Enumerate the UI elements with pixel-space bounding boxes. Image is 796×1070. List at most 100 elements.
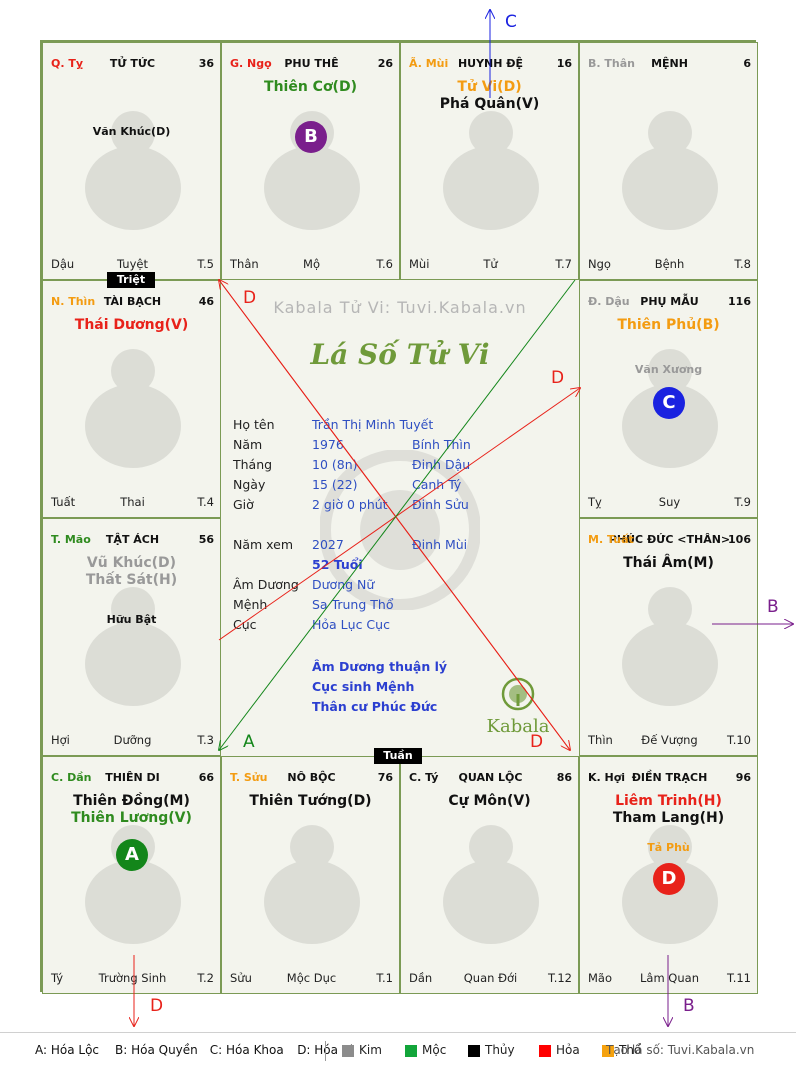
palace-branch: Ã. Mùi bbox=[409, 57, 449, 70]
palace-cell-than-monkey[interactable]: MỆNH B. Thân 6 Bệnh Ngọ T.8 bbox=[579, 42, 758, 280]
legend: A: Hóa Lộc B: Hóa Quyền C: Hóa Khoa D: Hóa … bbox=[0, 1032, 796, 1070]
transformation-badge-d: D bbox=[653, 863, 685, 895]
footer-phase: Bệnh bbox=[654, 257, 685, 271]
minor-star: Tả Phù bbox=[647, 841, 690, 854]
palace-cell-thin-dragon[interactable]: TÀI BẠCH N. Thìn 46 Thái Dương(V) Thai Tuất T.… bbox=[42, 280, 221, 518]
palace-footer: Bệnh Ngọ T.8 bbox=[588, 257, 751, 271]
info-value: 15 (22) bbox=[312, 477, 358, 492]
palace-footer: Thai Tuất T.4 bbox=[51, 495, 214, 509]
footer-term: T.5 bbox=[197, 257, 214, 271]
footer-term: T.10 bbox=[727, 733, 751, 747]
minor-star: Văn Xương bbox=[634, 363, 703, 376]
ty-snake-zodiac-icon bbox=[85, 111, 181, 230]
info-row: Năm 1976 Bính Thìn bbox=[221, 437, 579, 455]
legend-site[interactable]: Tạo lá số: Tuvi.Kabala.vn bbox=[606, 1043, 755, 1057]
palace-branch: T. Sửu bbox=[230, 771, 268, 784]
palace-cell-suu-ox[interactable]: NÔ BỘC T. Sửu 76 Thiên Tướng(D) Mộc Dục Sửu T.… bbox=[221, 756, 400, 994]
mao-cat-zodiac-icon bbox=[85, 587, 181, 706]
palace-cell-dan-tiger[interactable]: THIÊN DI C. Dần 66 Thiên Đồng(M) Thiên Lương… bbox=[42, 756, 221, 994]
palace-footer: Suy Tỵ T.9 bbox=[588, 495, 751, 509]
legend-element-thủy: Thủy bbox=[485, 1043, 515, 1057]
info-value: 2 giờ 0 phút bbox=[312, 497, 388, 512]
palace-header: PHÚC ĐỨC <THÂN> M. Tuất 106 bbox=[588, 533, 751, 549]
palace-branch: Đ. Dậu bbox=[588, 295, 630, 308]
palace-cell-ngo-horse[interactable]: PHU THÊ G. Ngọ 26 Thiên Cơ(D) Mộ Thân T.6 B bbox=[221, 42, 400, 280]
arrow-label-d-right: D bbox=[551, 368, 565, 388]
footer-term: T.11 bbox=[727, 971, 751, 985]
info-row: Họ tên Trần Thị Minh Tuyết bbox=[221, 417, 579, 435]
footer-term: T.8 bbox=[734, 257, 751, 271]
kabala-logo: Kabala bbox=[483, 676, 553, 737]
palace-cell-dau-rooster[interactable]: PHỤ MẪU Đ. Dậu 116 Thiên Phủ(B) Văn Xương Suy… bbox=[579, 280, 758, 518]
info-value: Dương Nữ bbox=[312, 577, 375, 592]
suu-ox-zodiac-icon bbox=[264, 825, 360, 944]
palace-footer: Dưỡng Hợi T.3 bbox=[51, 733, 214, 747]
palace-cell-mao-cat[interactable]: TẬT ÁCH T. Mão 56 Vũ Khúc(D) Thất Sát(H) Hữu … bbox=[42, 518, 221, 756]
minor-star: Hữu Bật bbox=[106, 613, 157, 626]
main-star: Thiên Tướng(D) bbox=[249, 793, 372, 809]
palace-branch: C. Dần bbox=[51, 771, 92, 784]
palace-cell-hoi-pig[interactable]: ĐIỀN TRẠCH K. Hợi 96 Liêm Trinh(H) Tham Lang… bbox=[579, 756, 758, 994]
chart-note: Âm Dương thuận lý bbox=[312, 659, 448, 674]
footer-branch: Sửu bbox=[230, 971, 252, 985]
palace-footer: Mộc Dục Sửu T.1 bbox=[230, 971, 393, 985]
palace-header: MỆNH B. Thân 6 bbox=[588, 57, 751, 73]
info-row: Tháng 10 (8n) Đinh Dậu bbox=[221, 457, 579, 475]
footer-branch: Hợi bbox=[51, 733, 70, 747]
info-label: Giờ bbox=[233, 497, 254, 512]
palace-number: 66 bbox=[198, 771, 214, 784]
palace-branch: M. Tuất bbox=[588, 533, 634, 546]
palace-branch: B. Thân bbox=[588, 57, 635, 70]
arrow-label-d-lower: D bbox=[530, 732, 544, 752]
palace-branch: N. Thìn bbox=[51, 295, 96, 308]
footer-phase: Tử bbox=[483, 257, 498, 271]
info-value-secondary: Đinh Sửu bbox=[412, 497, 469, 512]
palace-number: 56 bbox=[198, 533, 214, 546]
arrow-a-diagonal bbox=[219, 279, 576, 750]
palace-cell-ty-rat[interactable]: QUAN LỘC C. Tý 86 Cự Môn(V) Quan Đới Dần T.12 bbox=[400, 756, 579, 994]
minor-star: Văn Khúc(D) bbox=[92, 125, 171, 138]
palace-header: THIÊN DI C. Dần 66 bbox=[51, 771, 214, 787]
footer-branch: Ngọ bbox=[588, 257, 611, 271]
palace-name: QUAN LỘC bbox=[458, 771, 523, 784]
footer-term: T.6 bbox=[376, 257, 393, 271]
arrow-label-b-bottom: B bbox=[683, 996, 695, 1016]
palace-cell-tuat-dog[interactable]: PHÚC ĐỨC <THÂN> M. Tuất 106 Thái Âm(M) Đế Vư… bbox=[579, 518, 758, 756]
arrow-label-b-right: B bbox=[767, 597, 779, 617]
logo-text: Kabala bbox=[486, 716, 550, 737]
footer-term: T.9 bbox=[734, 495, 751, 509]
info-label: Âm Dương bbox=[233, 577, 299, 592]
footer-term: T.1 bbox=[376, 971, 393, 985]
info-value-secondary: Bính Thìn bbox=[412, 437, 471, 452]
triet-tag: Triệt bbox=[107, 272, 155, 288]
footer-branch: Mùi bbox=[409, 257, 430, 271]
palace-number: 26 bbox=[377, 57, 393, 70]
palace-footer: Mộ Thân T.6 bbox=[230, 257, 393, 271]
palace-header: ĐIỀN TRẠCH K. Hợi 96 bbox=[588, 771, 751, 787]
palace-name: TÀI BẠCH bbox=[103, 295, 162, 308]
arrow-d-to-dau bbox=[218, 388, 580, 641]
legend-element-mộc: Mộc bbox=[422, 1043, 447, 1057]
palace-header: QUAN LỘC C. Tý 86 bbox=[409, 771, 572, 787]
ty-rat-zodiac-icon bbox=[443, 825, 539, 944]
footer-branch: Tý bbox=[51, 971, 64, 985]
footer-phase: Dưỡng bbox=[113, 733, 152, 747]
than-monkey-zodiac-icon bbox=[622, 111, 718, 230]
palace-cell-ty-snake[interactable]: TỬ TỨC Q. Tỵ 36 Văn Khúc(D) Tuyệt Dậu T.5 bbox=[42, 42, 221, 280]
transformation-badge-c: C bbox=[653, 387, 685, 419]
footer-branch: Tuất bbox=[51, 495, 76, 509]
info-label: Ngày bbox=[233, 477, 266, 492]
palace-branch: C. Tý bbox=[409, 771, 439, 784]
info-value-secondary: Đinh Mùi bbox=[412, 537, 468, 552]
arrow-label-c: C bbox=[505, 12, 517, 32]
info-value: Trần Thị Minh Tuyết bbox=[312, 417, 434, 432]
arrow-label-d-upper: D bbox=[243, 288, 257, 308]
palace-header: TỬ TỨC Q. Tỵ 36 bbox=[51, 57, 214, 73]
info-value: 52 Tuổi bbox=[312, 557, 363, 572]
arrow-label-d-bottom: D bbox=[150, 996, 164, 1016]
palace-branch: K. Hợi bbox=[588, 771, 626, 784]
palace-number: 116 bbox=[728, 295, 751, 308]
palace-name: TẬT ÁCH bbox=[105, 533, 160, 546]
footer-phase: Quan Đới bbox=[463, 971, 518, 985]
